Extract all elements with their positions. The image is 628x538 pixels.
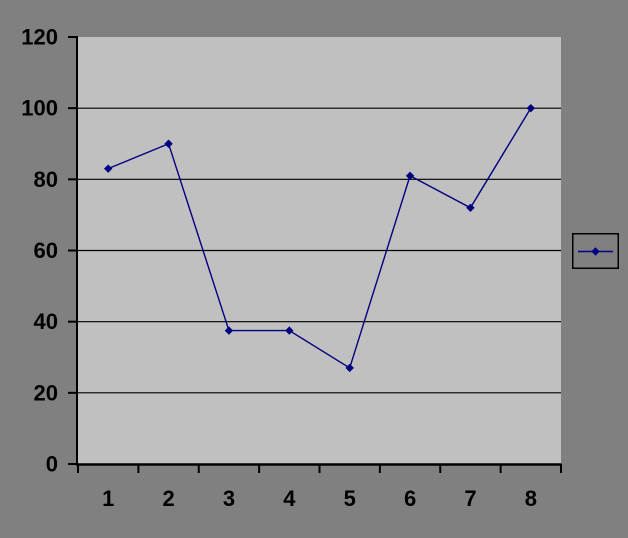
gridlines (78, 107, 561, 394)
y-axis-tick-label: 20 (34, 380, 58, 405)
data-point-marker (164, 139, 173, 148)
data-series-line (103, 103, 536, 373)
x-axis-labels: 1 2 3 4 5 6 7 8 (102, 486, 537, 511)
y-axis-labels: 0 20 40 60 80 100 120 (21, 25, 58, 477)
x-axis-tick-label: 8 (525, 486, 537, 511)
data-point-marker (526, 103, 536, 113)
x-axis-tick-label: 2 (162, 486, 174, 511)
data-point-marker (103, 164, 113, 173)
x-axis-tick-label: 5 (344, 486, 356, 511)
data-point-marker (285, 326, 294, 335)
data-point-marker (405, 171, 415, 180)
legend-series-marker-icon (591, 247, 600, 256)
axis-ticks (68, 36, 562, 473)
x-axis-tick-label: 4 (283, 486, 296, 511)
x-axis-tick-label: 3 (223, 486, 235, 511)
data-point-marker (466, 203, 475, 212)
x-axis-tick-label: 6 (404, 486, 416, 511)
y-axis-tick-label: 80 (34, 167, 58, 192)
legend (572, 233, 619, 269)
series-polyline (107, 107, 532, 369)
y-axis-tick-label: 0 (46, 452, 58, 477)
x-axis-tick-label: 1 (102, 486, 114, 511)
y-axis-tick-label: 40 (34, 309, 58, 334)
y-axis-tick-label: 120 (21, 25, 58, 50)
x-axis-tick-label: 7 (464, 486, 476, 511)
y-axis-tick-label: 100 (21, 96, 58, 121)
data-point-marker (345, 363, 354, 373)
y-axis-tick-label: 60 (34, 238, 58, 263)
data-point-marker (224, 326, 234, 335)
